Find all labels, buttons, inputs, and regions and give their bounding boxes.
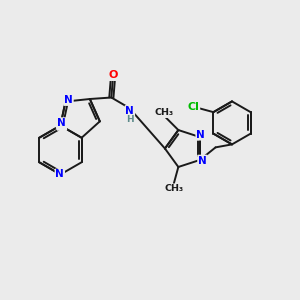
Text: N: N [64, 95, 73, 105]
Text: N: N [196, 130, 205, 140]
Text: N: N [57, 118, 65, 128]
Text: H: H [126, 115, 134, 124]
Text: N: N [58, 120, 66, 130]
Text: Cl: Cl [188, 102, 199, 112]
Text: CH₃: CH₃ [155, 108, 174, 117]
Text: O: O [108, 70, 118, 80]
Text: N: N [56, 169, 64, 179]
Text: N: N [125, 106, 134, 116]
Text: N: N [198, 155, 207, 166]
Text: CH₃: CH₃ [164, 184, 183, 193]
